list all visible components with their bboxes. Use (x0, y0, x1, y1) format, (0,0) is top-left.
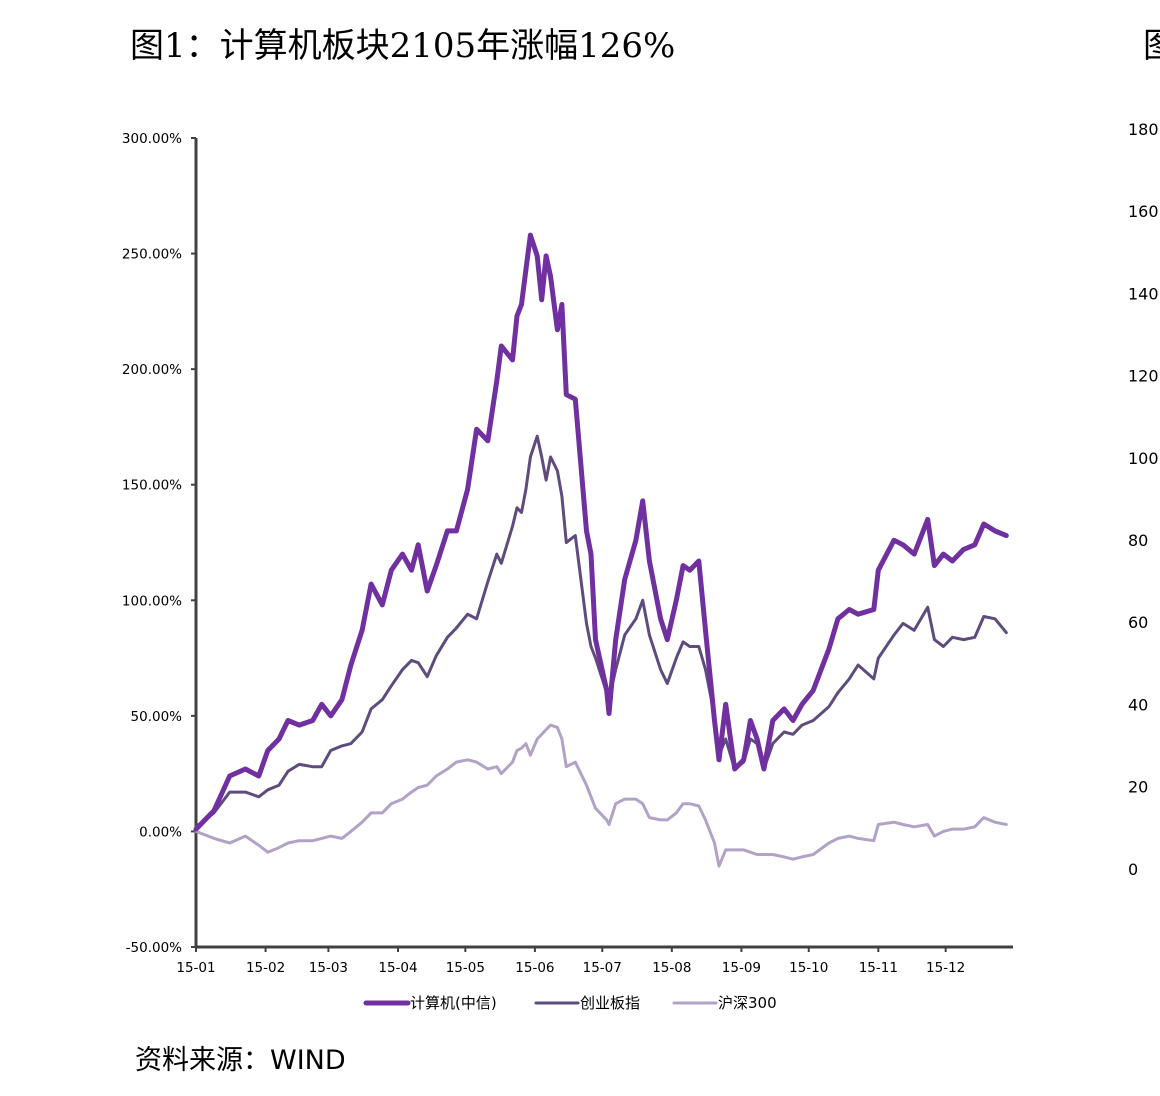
y-tick-label: 0.00% (139, 824, 182, 840)
x-tick-label: 15-12 (926, 960, 965, 976)
y-tick-label: 150.00% (122, 478, 182, 494)
series-line-0 (193, 232, 1009, 832)
legend-label-1: 创业板指 (580, 994, 640, 1012)
y-tick-label: -50.00% (126, 940, 183, 956)
second-chart-y-tick-label: 140 (1128, 284, 1159, 303)
second-chart-y-tick-label: 160 (1128, 202, 1159, 221)
legend-label-0: 计算机(中信) (410, 994, 497, 1012)
second-chart-y-tick-label: 100 (1128, 449, 1159, 468)
y-tick-label: 200.00% (122, 362, 182, 378)
x-tick-label: 15-02 (246, 960, 285, 976)
x-tick-label: 15-01 (176, 960, 215, 976)
second-chart-y-tick-label: 80 (1128, 531, 1148, 550)
source-note: 资料来源：WIND (135, 1045, 346, 1076)
x-tick-label: 15-05 (446, 960, 485, 976)
series-line-1 (194, 434, 1008, 829)
y-tick-label: 100.00% (122, 593, 182, 609)
second-chart-y-tick-label: 120 (1128, 367, 1159, 386)
chart-title: 图1：计算机板块2105年涨幅126% (130, 26, 676, 66)
second-chart-y-tick-label: 0 (1128, 860, 1138, 879)
second-chart-y-tick-label: 40 (1128, 695, 1148, 714)
x-tick-label: 15-07 (583, 960, 622, 976)
x-tick-label: 15-03 (309, 960, 348, 976)
series-line-2 (194, 723, 1008, 868)
axes: -50.00% 0.00% 50.00% 100.00% 150.00% 200.00% 2… (122, 131, 1013, 976)
second-chart-title-fragment: 图 (1143, 18, 1160, 67)
second-chart-y-axis: 180 160 140 120 100 80 60 40 20 0 (1128, 120, 1159, 879)
x-tick-label: 15-08 (652, 960, 691, 976)
x-tick-label: 15-04 (378, 960, 417, 976)
y-tick-label: 250.00% (122, 247, 182, 263)
x-tick-label: 15-06 (515, 960, 554, 976)
x-tick-label: 15-10 (789, 960, 828, 976)
second-chart-y-tick-label: 60 (1128, 613, 1148, 632)
legend: 计算机(中信) 创业板指 沪深300 (363, 994, 777, 1012)
series-lines (193, 232, 1009, 868)
second-chart-y-tick-label: 180 (1128, 120, 1159, 139)
y-tick-label: 300.00% (122, 131, 182, 147)
y-tick-label: 50.00% (131, 709, 183, 725)
legend-label-2: 沪深300 (718, 994, 777, 1012)
second-chart-y-tick-label: 20 (1128, 778, 1148, 797)
x-tick-label: 15-11 (859, 960, 898, 976)
x-tick-label: 15-09 (722, 960, 761, 976)
